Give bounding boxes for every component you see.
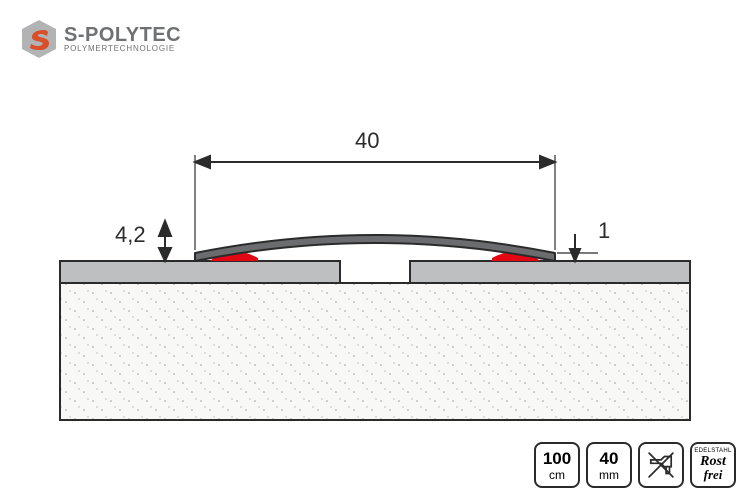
badge-length-unit: cm — [549, 469, 565, 481]
dim-thickness-label: 1 — [598, 218, 610, 244]
ground-layer — [60, 283, 690, 420]
badge-width-unit: mm — [599, 469, 619, 481]
badge-rostfrei-top: EDELSTAHL — [694, 448, 731, 455]
badge-length-num: 100 — [543, 450, 571, 467]
slab-right — [410, 261, 690, 283]
badge-width: 40 mm — [586, 442, 632, 488]
badge-width-num: 40 — [600, 450, 619, 467]
slab-left — [60, 261, 340, 283]
spec-badges: 100 cm 40 mm EDELSTAHL Rost frei — [534, 442, 736, 488]
cross-section-diagram — [0, 0, 750, 500]
dim-width-label: 40 — [355, 128, 379, 154]
no-drill-icon — [644, 448, 678, 482]
dim-height-label: 4,2 — [115, 222, 146, 248]
dim-thickness — [557, 234, 598, 261]
badge-length: 100 cm — [534, 442, 580, 488]
dim-height — [150, 221, 195, 261]
badge-no-drill — [638, 442, 684, 488]
badge-rostfrei-bot: frei — [704, 468, 723, 482]
badge-rostfrei: EDELSTAHL Rost frei — [690, 442, 736, 488]
